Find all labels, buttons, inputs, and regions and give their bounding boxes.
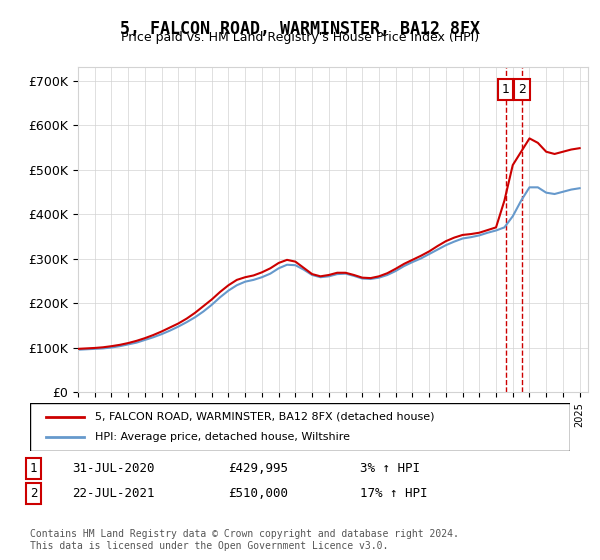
Text: 5, FALCON ROAD, WARMINSTER, BA12 8FX (detached house): 5, FALCON ROAD, WARMINSTER, BA12 8FX (de…	[95, 412, 434, 422]
Text: Price paid vs. HM Land Registry's House Price Index (HPI): Price paid vs. HM Land Registry's House …	[121, 31, 479, 44]
Text: 1: 1	[502, 83, 509, 96]
Text: 5, FALCON ROAD, WARMINSTER, BA12 8FX (detached house): 5, FALCON ROAD, WARMINSTER, BA12 8FX (de…	[95, 412, 434, 422]
Text: 3% ↑ HPI: 3% ↑ HPI	[360, 462, 420, 475]
Text: Contains HM Land Registry data © Crown copyright and database right 2024.
This d: Contains HM Land Registry data © Crown c…	[30, 529, 459, 551]
Text: 31-JUL-2020: 31-JUL-2020	[72, 462, 155, 475]
Text: 2: 2	[518, 83, 526, 96]
Text: £510,000: £510,000	[228, 487, 288, 500]
Text: 2: 2	[30, 487, 37, 500]
Text: 1: 1	[30, 462, 37, 475]
Text: HPI: Average price, detached house, Wiltshire: HPI: Average price, detached house, Wilt…	[95, 432, 350, 442]
Text: HPI: Average price, detached house, Wiltshire: HPI: Average price, detached house, Wilt…	[95, 432, 350, 442]
FancyBboxPatch shape	[30, 403, 570, 451]
Text: £429,995: £429,995	[228, 462, 288, 475]
Text: 17% ↑ HPI: 17% ↑ HPI	[360, 487, 427, 500]
Text: 22-JUL-2021: 22-JUL-2021	[72, 487, 155, 500]
Text: 5, FALCON ROAD, WARMINSTER, BA12 8FX: 5, FALCON ROAD, WARMINSTER, BA12 8FX	[120, 20, 480, 38]
